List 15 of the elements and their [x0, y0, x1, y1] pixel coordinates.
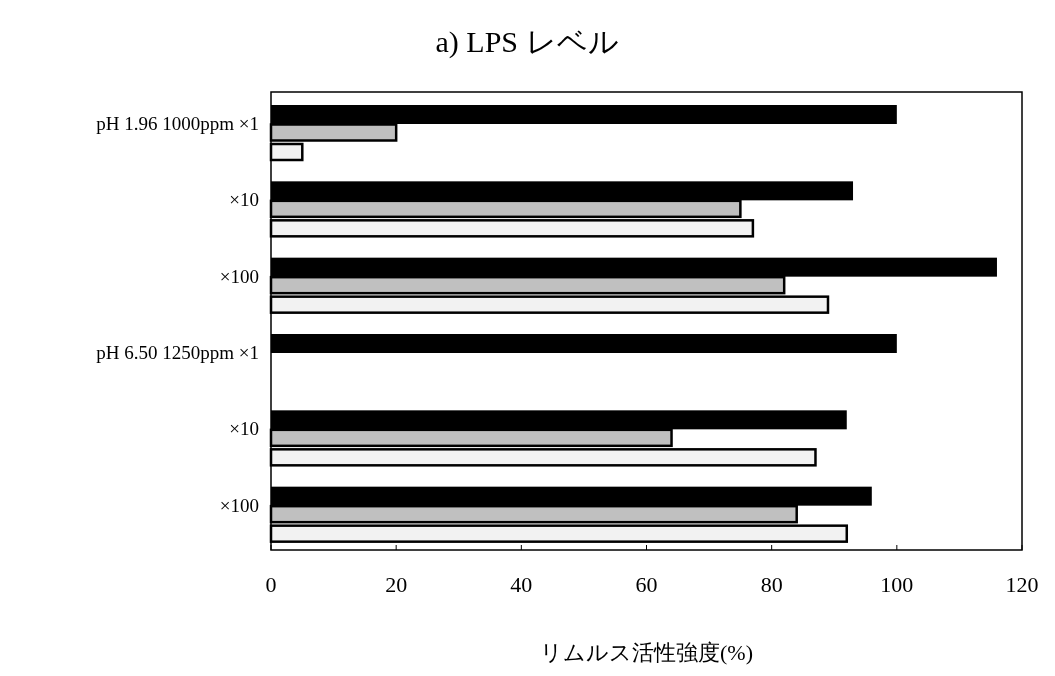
x-tick-label: 100: [880, 572, 914, 597]
ytick: ×10: [229, 418, 259, 440]
x-tick-label: 0: [265, 572, 277, 597]
ytick: pH 6.50 1250ppm ×1: [96, 342, 259, 363]
ytick: pH 1.96 1000ppm ×1: [96, 113, 259, 134]
x-tick-label: 60: [635, 572, 658, 597]
title: a) LPS レベル: [435, 25, 619, 58]
x-tick-label: 80: [760, 572, 783, 597]
x-axis-title: リムルス活性強度(%): [540, 640, 753, 665]
x-tick-label: 120: [1005, 572, 1039, 597]
x-tick-label: 20: [385, 572, 408, 597]
x-tick-label: 40: [510, 572, 533, 597]
ytick: ×100: [219, 265, 259, 287]
ytick: ×10: [229, 189, 259, 211]
ytick: ×100: [219, 494, 259, 516]
